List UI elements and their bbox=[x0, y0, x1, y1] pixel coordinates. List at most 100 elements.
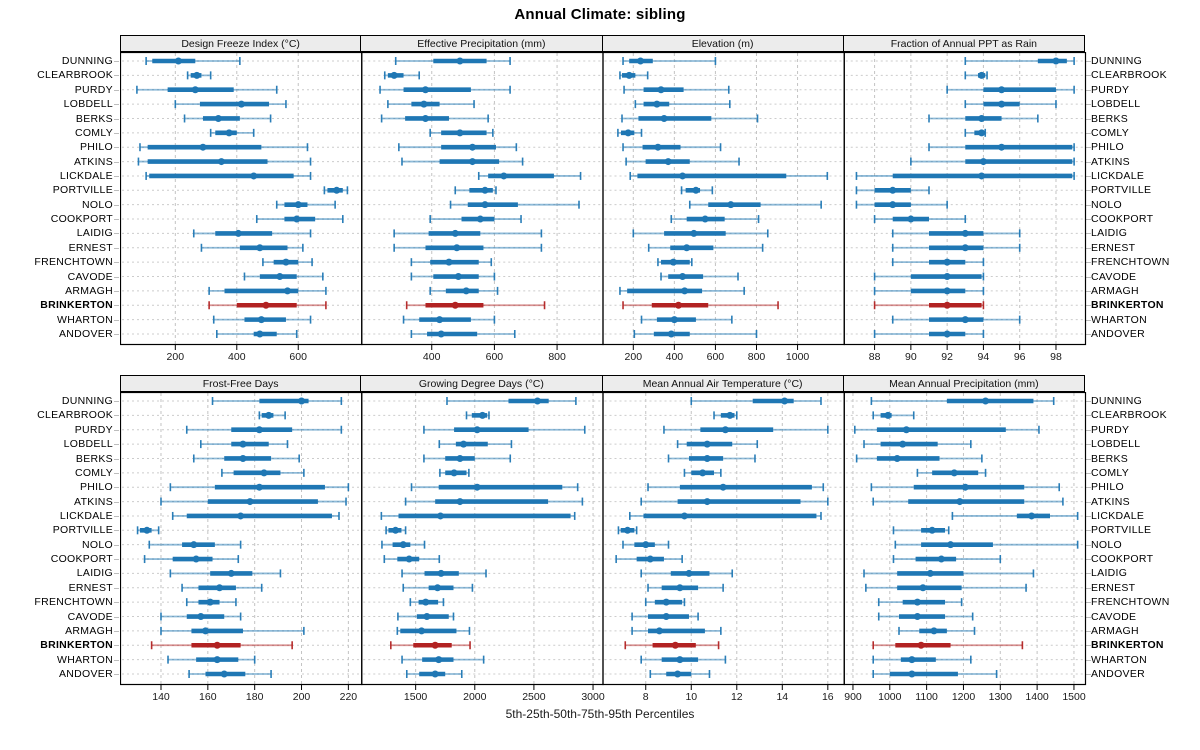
percentile-glyph bbox=[396, 626, 471, 635]
site-label-right: LAIDIG bbox=[1091, 567, 1128, 580]
percentile-glyph bbox=[216, 329, 298, 338]
percentile-glyph bbox=[690, 397, 822, 405]
panel-title: Mean Annual Precipitation (mm) bbox=[889, 377, 1039, 390]
percentile-glyph bbox=[873, 286, 985, 295]
axis-stub bbox=[1086, 204, 1091, 206]
percentile-glyph bbox=[629, 511, 822, 520]
percentile-glyph bbox=[855, 200, 948, 209]
percentile-glyph bbox=[617, 128, 643, 137]
axis-tick-label: 200 bbox=[166, 351, 185, 363]
percentile-glyph bbox=[877, 612, 974, 621]
percentile-glyph bbox=[454, 186, 497, 195]
axis-stub bbox=[1086, 659, 1091, 661]
site-label-right: COOKPORT bbox=[1091, 213, 1154, 225]
axis-stub bbox=[114, 587, 119, 589]
axis-stub bbox=[114, 61, 119, 62]
percentile-glyph bbox=[139, 143, 309, 152]
axis-stub bbox=[114, 334, 119, 335]
site-label-right: ANDOVER bbox=[1091, 668, 1146, 680]
percentile-glyph bbox=[873, 301, 985, 310]
axis-stub bbox=[1086, 247, 1091, 249]
axis-stub bbox=[114, 175, 119, 177]
axis-stub bbox=[114, 75, 119, 77]
percentile-glyph bbox=[640, 315, 733, 324]
percentile-glyph bbox=[623, 85, 730, 94]
percentile-glyph bbox=[865, 583, 1027, 592]
axis-stub bbox=[114, 659, 119, 661]
axis-stub bbox=[114, 161, 119, 163]
percentile-glyph bbox=[870, 397, 1055, 405]
percentile-glyph bbox=[964, 71, 988, 80]
percentile-glyph bbox=[477, 171, 582, 180]
site-label-left: PORTVILLE bbox=[52, 184, 113, 197]
panel-strip: Elevation (m) bbox=[601, 35, 844, 52]
percentile-glyph bbox=[402, 315, 496, 324]
axis-stub bbox=[114, 616, 119, 618]
percentile-glyph bbox=[877, 598, 963, 607]
percentile-glyph bbox=[393, 229, 543, 238]
axis-stub bbox=[1086, 161, 1091, 163]
percentile-glyph bbox=[964, 100, 1057, 109]
axis-tick-label: 1000 bbox=[878, 691, 902, 703]
percentile-glyph bbox=[891, 315, 1021, 324]
site-label-left: LICKDALE bbox=[59, 169, 113, 182]
percentile-glyph bbox=[631, 612, 699, 621]
axis-caption: 5th-25th-50th-75th-95th Percentiles bbox=[505, 707, 695, 721]
site-label-right: PHILO bbox=[1091, 481, 1125, 494]
axis-stub bbox=[114, 515, 119, 517]
gridlines bbox=[122, 393, 360, 690]
axis-tick-label: 900 bbox=[844, 691, 862, 703]
axis-tick-label: 160 bbox=[199, 691, 217, 703]
site-label-right: CAVODE bbox=[1091, 610, 1137, 623]
site-label-right: PORTVILLE bbox=[1091, 524, 1152, 537]
axis-tick-label: 600 bbox=[289, 351, 307, 363]
percentile-glyph bbox=[640, 655, 727, 664]
axis-tick-label: 96 bbox=[1013, 351, 1026, 363]
axis-tick-label: 220 bbox=[339, 691, 358, 703]
site-label-right: PURDY bbox=[1091, 83, 1130, 96]
panel-title: Elevation (m) bbox=[691, 37, 754, 50]
axis-tick-label: 88 bbox=[868, 351, 881, 363]
percentile-glyph bbox=[379, 85, 511, 94]
axis-tick-label: 400 bbox=[422, 351, 441, 363]
percentile-glyph bbox=[390, 641, 471, 650]
site-label-left: COMLY bbox=[74, 126, 113, 139]
axis-stub bbox=[114, 132, 119, 134]
percentile-glyph bbox=[670, 215, 760, 224]
axis-stub bbox=[114, 458, 119, 460]
percentile-glyph bbox=[892, 555, 1002, 564]
axis-stub bbox=[1086, 444, 1091, 446]
site-label-left: FRENCHTOWN bbox=[34, 596, 113, 609]
axis-stub bbox=[1086, 602, 1091, 604]
panel-title: Growing Degree Days (°C) bbox=[418, 377, 544, 390]
axis-tick-label: 200 bbox=[624, 351, 643, 363]
gridlines bbox=[363, 393, 601, 690]
axis-stub bbox=[1086, 573, 1091, 575]
percentile-glyph bbox=[208, 301, 327, 310]
site-label-left: COMLY bbox=[74, 466, 113, 479]
percentile-glyph bbox=[894, 540, 1079, 549]
percentile-glyph bbox=[872, 669, 998, 678]
axis-tick-label: 600 bbox=[706, 351, 725, 363]
site-label-right: CLEARBROOK bbox=[1091, 69, 1167, 82]
percentile-glyph bbox=[404, 497, 584, 506]
axis-stub bbox=[1086, 175, 1091, 177]
axis-stub bbox=[114, 104, 119, 106]
percentile-glyph bbox=[410, 272, 496, 281]
panel bbox=[120, 392, 363, 690]
percentile-glyph bbox=[676, 440, 759, 449]
percentile-glyph bbox=[401, 569, 487, 578]
percentile-glyph bbox=[680, 186, 714, 195]
percentile-glyph bbox=[429, 286, 499, 295]
axis-tick-label: 2500 bbox=[522, 691, 546, 703]
percentile-glyph bbox=[465, 411, 490, 420]
site-label-right: CLEARBROOK bbox=[1091, 409, 1167, 422]
site-label-left: ANDOVER bbox=[58, 668, 113, 680]
percentile-glyph bbox=[863, 569, 1035, 578]
percentile-glyph bbox=[615, 555, 683, 564]
percentile-glyph bbox=[633, 329, 758, 338]
axis-stub bbox=[1086, 530, 1091, 532]
percentile-glyph bbox=[381, 540, 426, 549]
percentile-glyph bbox=[160, 612, 242, 621]
percentile-glyph bbox=[410, 329, 516, 338]
